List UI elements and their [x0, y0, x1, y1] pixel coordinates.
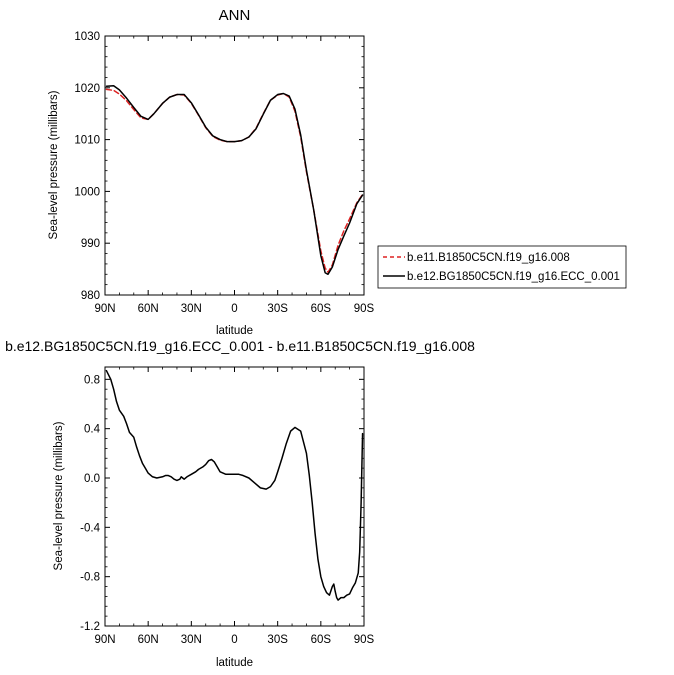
top-y-tick-label: 1020	[74, 83, 100, 95]
top-x-tick-label: 60N	[138, 303, 159, 315]
top-x-tick-label: 30S	[267, 303, 288, 315]
bottom-y-tick-label: -1.2	[80, 621, 100, 633]
bottom-x-axis-label: latitude	[216, 657, 253, 669]
top-x-tick-label: 30N	[181, 303, 202, 315]
top-series-line-2	[105, 84, 364, 276]
bottom-y-tick-label: -0.8	[80, 572, 100, 584]
bottom-series-layer	[105, 369, 364, 601]
bottom-y-tick-label: -0.4	[80, 522, 100, 534]
top-plot-frame	[104, 35, 365, 296]
top-x-tick-label: 0	[231, 303, 237, 315]
legend-box	[377, 245, 627, 289]
top-x-tick-label: 90N	[94, 303, 115, 315]
top-ticks-layer: 90N 60N 30N 0 30S 60S 90S 980 990 1000 1010 1020 103…	[74, 31, 374, 315]
bottom-y-axis-label: Sea-level pressure (millibars)	[53, 421, 65, 570]
bottom-x-tick-label: 60S	[311, 634, 332, 646]
bottom-y-tick-label: 0.0	[84, 473, 100, 485]
top-series-layer	[105, 84, 364, 276]
bottom-x-tick-label: 90S	[354, 634, 375, 646]
bottom-series-line-1	[105, 369, 364, 601]
legend-label-series-2: b.e12.BG1850C5CN.f19_g16.ECC_0.001	[407, 271, 620, 283]
bottom-ticks-layer: 90N 60N 30N 0 30S 60S 90S -1.2 -0.8 -0.4 0.0 0.4 0.8	[80, 367, 375, 646]
top-x-tick-label: 60S	[311, 303, 332, 315]
bottom-plot-frame	[104, 366, 365, 627]
bottom-x-tick-label: 30S	[267, 634, 288, 646]
bottom-panel: b.e12.BG1850C5CN.f19_g16.ECC_0.001 - b.e…	[5, 338, 475, 669]
top-panel: ANN Sea-level pressure (millibars) latit…	[48, 7, 375, 337]
top-chart-title: ANN	[219, 7, 251, 24]
top-x-tick-label: 90S	[354, 303, 375, 315]
top-series-line-1	[105, 88, 364, 273]
top-y-axis-label: Sea-level pressure (millibars)	[48, 90, 60, 239]
bottom-x-tick-label: 30N	[181, 634, 202, 646]
legend-label-series-1: b.e11.B1850C5CN.f19_g16.008	[407, 252, 570, 264]
top-y-tick-label: 990	[81, 238, 100, 250]
top-y-tick-label: 980	[81, 290, 100, 302]
bottom-chart-title: b.e12.BG1850C5CN.f19_g16.ECC_0.001 - b.e…	[5, 338, 475, 354]
top-y-tick-label: 1010	[74, 135, 100, 147]
bottom-y-tick-label: 0.4	[84, 424, 101, 436]
bottom-y-tick-label: 0.8	[84, 374, 100, 386]
top-y-tick-label: 1000	[74, 186, 100, 198]
bottom-x-tick-label: 60N	[138, 634, 159, 646]
bottom-x-tick-label: 90N	[94, 634, 115, 646]
bottom-x-tick-label: 0	[231, 634, 237, 646]
top-y-tick-label: 1030	[74, 31, 100, 43]
legend: b.e11.B1850C5CN.f19_g16.008 b.e12.BG1850…	[377, 245, 627, 289]
top-x-axis-label: latitude	[216, 325, 253, 337]
